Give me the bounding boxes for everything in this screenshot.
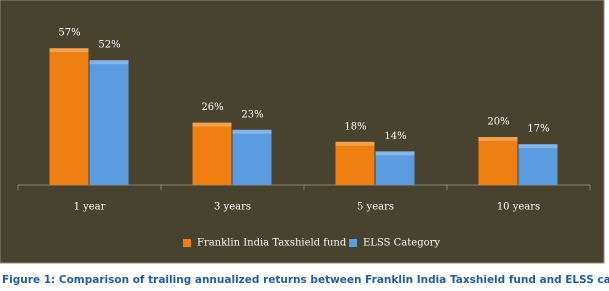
bar-cap [335,141,375,146]
data-label: 26% [201,102,223,113]
bar [375,151,415,185]
bar [232,129,272,185]
bar [192,122,232,185]
data-label: 57% [58,28,80,39]
bar-cap [478,137,518,141]
bar-cap [49,48,89,53]
data-label: 52% [98,40,120,51]
bar [49,48,89,186]
data-label: 20% [487,117,509,128]
legend-label: Franklin India Taxshield fund [197,238,347,249]
x-tick-label: 3 years [214,202,251,213]
bar-cap [518,144,558,149]
x-tick-label: 5 years [357,202,394,213]
bar-cap [192,122,232,127]
bar [518,144,558,185]
bar-cap [232,129,272,134]
legend-swatch [183,239,191,247]
bar-cap [89,60,129,65]
legend-swatch [349,239,357,247]
x-tick-label: 1 year [74,202,106,213]
data-label: 14% [384,131,406,142]
bar [89,60,129,186]
caption: Figure 1: Comparison of trailing annuali… [2,274,609,286]
legend-label: ELSS Category [363,238,440,249]
x-tick-label: 10 years [497,202,540,213]
data-label: 18% [344,121,366,132]
data-label: 17% [527,124,549,135]
bar-cap [375,151,415,156]
bar [335,141,375,185]
data-label: 23% [241,109,263,120]
bar [478,137,518,185]
